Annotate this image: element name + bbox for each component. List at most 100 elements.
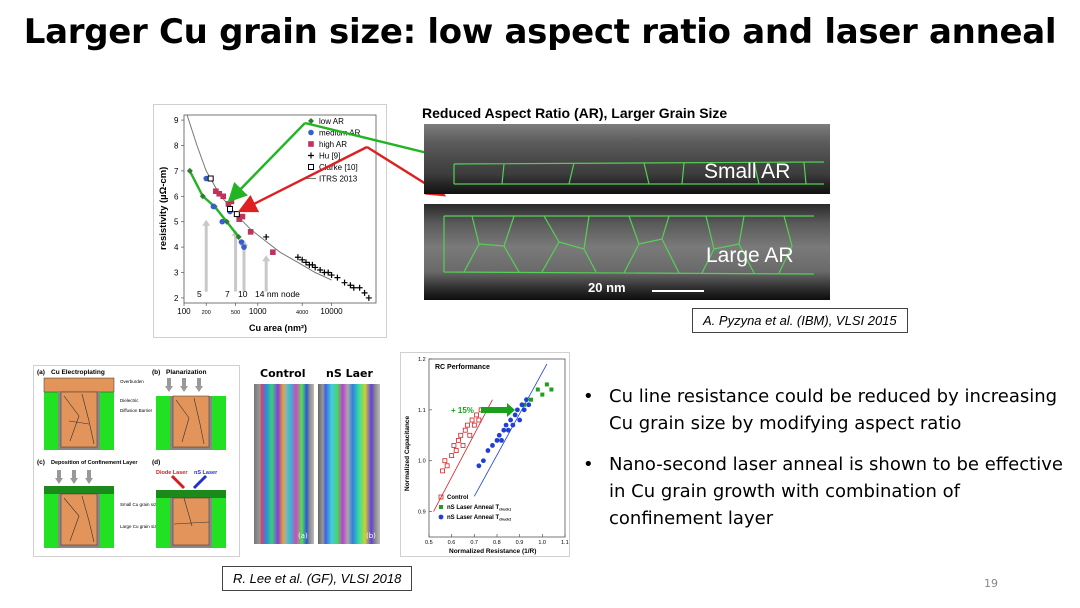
rc-control-point <box>469 417 475 423</box>
rc-laser-chuck2-point <box>501 427 507 433</box>
low-ar-point <box>199 193 206 200</box>
rc-control-point <box>462 427 468 433</box>
rc-control-point <box>456 437 461 443</box>
rc-chart-panel: RC Performance 0.9 1.0 1.1 1.2 0.5 0.6 0.7 0.8… <box>400 352 570 557</box>
rc-control-point <box>451 443 457 448</box>
legend-high-ar-marker <box>308 141 314 147</box>
rc-laser-chuck2-point <box>508 417 513 423</box>
hu-9--point <box>341 279 348 286</box>
node-label-7: 7 <box>225 289 230 299</box>
label-small-grain: Small Cu grain size <box>120 502 159 507</box>
ebsd-laser-map <box>318 384 380 544</box>
rc-laser-chuck2-point <box>485 448 491 453</box>
rc-y-tick-label: 1.0 <box>418 459 426 465</box>
node-label-14: 14 nm node <box>255 289 300 299</box>
rc-laser-chuck2-point <box>499 437 504 443</box>
small-ar-label: Small AR <box>704 160 791 183</box>
x-tick-label: 500 <box>231 310 240 316</box>
slide-title: Larger Cu grain size: low aspect ratio a… <box>23 12 1057 52</box>
medium-ar-point <box>219 218 226 225</box>
green-arrow-to-chart <box>227 122 306 203</box>
rc-x-tick-label: 0.9 <box>516 540 524 546</box>
legend-medium-ar-marker <box>308 129 314 136</box>
rc-y-tick-label: 0.9 <box>418 510 426 516</box>
rc-ylabel: Normalized Capacitance <box>404 415 411 491</box>
step-b-label: (b) <box>152 369 160 376</box>
step-c-title: Deposition of Confinement Layer <box>51 460 138 466</box>
high-ar-point <box>213 188 219 195</box>
rc-laser-chuck2-point <box>496 432 502 438</box>
rc-laser-chuck2-point <box>494 437 500 443</box>
hu-9--point <box>361 289 368 296</box>
rc-y-tick-label: 1.2 <box>418 357 426 363</box>
y-tick-label: 4 <box>174 243 179 252</box>
legend-label: medium AR <box>319 129 361 138</box>
y-tick-label: 5 <box>174 218 179 227</box>
legend-label: Clarke [10] <box>319 163 358 172</box>
rc-laser-chuck1-point <box>540 392 545 397</box>
large-ar-label: Large AR <box>706 244 794 267</box>
rc-laser-chuck1-point <box>544 382 549 387</box>
rc-control-point <box>444 463 450 469</box>
rc-legend-ns1: nS Laser Anneal Tchuck1 <box>447 505 511 512</box>
step-d-ns: nS Laser <box>194 470 218 476</box>
legend-label: Hu [9] <box>319 152 340 161</box>
rc-control-point <box>453 448 459 453</box>
page-number: 19 <box>984 577 998 590</box>
y-tick-label: 2 <box>174 294 179 303</box>
rc-laser-chuck1-point <box>549 387 554 392</box>
high-ar-point <box>220 193 227 200</box>
hu-9--point <box>347 282 354 289</box>
high-ar-point <box>247 229 254 235</box>
chart-legend: low AR medium AR high AR Hu [9] Clarke [10] I… <box>306 117 361 184</box>
rc-chart: RC Performance 0.9 1.0 1.1 1.2 0.5 0.6 0.7 0.8… <box>404 357 569 555</box>
rc-laser-chuck2-point <box>510 422 516 428</box>
legend-clarke-marker <box>308 164 314 170</box>
node-label-10: 10 <box>238 289 248 299</box>
x-tick-label: 100 <box>177 307 191 316</box>
step-c-label: (c) <box>37 459 45 466</box>
clarke-10--point <box>207 175 214 182</box>
bullet-1: • Cu line resistance could be reduced by… <box>583 383 1068 437</box>
rc-control-point <box>476 417 482 423</box>
y-tick-label: 9 <box>174 116 179 125</box>
clarke-10--point <box>226 206 233 212</box>
hu-9--point <box>356 284 363 291</box>
rc-laser-chuck2-point <box>512 412 518 418</box>
y-tick-label: 7 <box>174 167 179 176</box>
rc-laser-chuck2-point <box>515 407 520 413</box>
step-d-diode: Diode Laser <box>156 470 188 476</box>
y-tick-label: 3 <box>174 269 179 278</box>
rc-laser-chuck2-point <box>526 402 532 408</box>
rc-x-tick-label: 1.0 <box>538 540 546 546</box>
hu-9--point <box>325 269 332 276</box>
rc-laser-chuck2-point <box>505 427 511 433</box>
medium-ar-point <box>241 244 247 250</box>
bullet-1-text: Cu line resistance could be reduced by i… <box>609 386 1058 434</box>
tem-image-small-ar: Small AR <box>424 124 830 194</box>
resistivity-chart-panel: 2 3 4 5 6 7 8 9 100 200 500 1000 4000 10000 resistiv… <box>153 104 387 338</box>
rc-legend: Control nS Laser Anneal Tchuck1 nS Laser… <box>438 494 511 522</box>
node-arrow-head <box>202 219 211 226</box>
bullet-2-text: Nano-second laser anneal is shown to be … <box>609 454 1063 529</box>
low-ar-point <box>223 218 230 225</box>
ebsd-control-label: Control <box>260 367 306 380</box>
rc-laser-chuck2-point <box>519 402 525 408</box>
hu-9--point <box>334 274 341 281</box>
tem-title: Reduced Aspect Ratio (AR), Larger Grain … <box>422 105 728 121</box>
node-arrow-head <box>262 255 271 262</box>
ebsd-control-map <box>254 384 314 544</box>
rc-control-fit <box>433 399 493 512</box>
rc-laser-chuck2-point <box>481 458 486 464</box>
hu-9--point <box>365 294 372 301</box>
legend-low-ar-marker <box>308 118 314 124</box>
bullet-2-dot: • <box>583 454 594 475</box>
scale-bar <box>652 290 704 292</box>
bullet-1-dot: • <box>583 386 594 407</box>
low-ar-point <box>235 233 242 240</box>
step-b-title: Planarization <box>166 369 206 376</box>
rc-control-point <box>458 432 464 438</box>
label-overburden: Overburden <box>120 379 144 384</box>
ebsd-laser-label: nS Laer <box>326 367 373 380</box>
clarke-10--point <box>233 211 240 218</box>
